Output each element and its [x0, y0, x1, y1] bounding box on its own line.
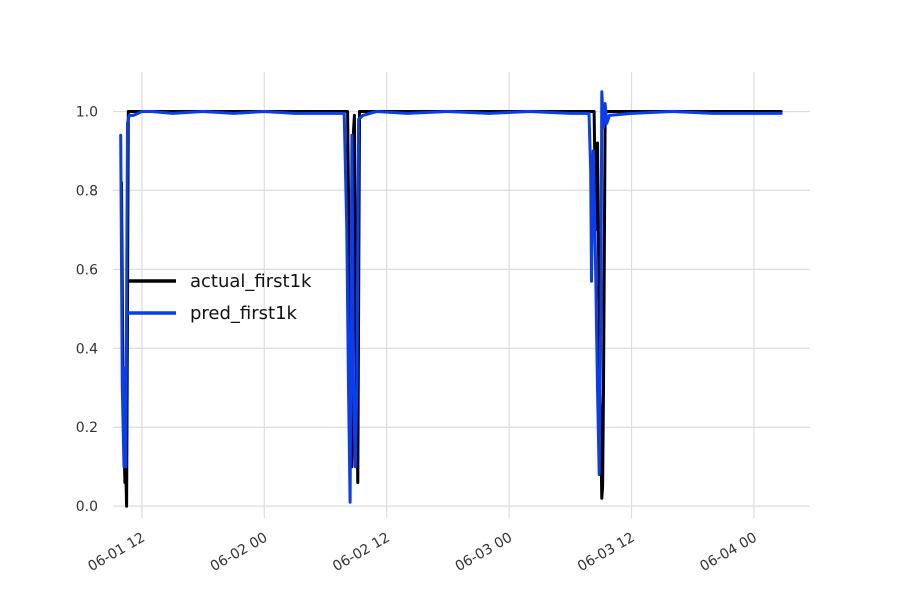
x-tick-label: 06-03 12 [575, 530, 638, 575]
y-tick-label: 0.2 [76, 420, 98, 436]
y-tick-label: 0.8 [76, 183, 98, 199]
series-lines [119, 90, 783, 508]
x-tick-label: 06-03 00 [453, 530, 516, 575]
y-tick-labels: 0.0 0.2 0.4 0.6 0.8 1.0 [76, 104, 98, 515]
y-tick-label: 0.0 [76, 499, 98, 515]
series-line-pred_first1k [119, 90, 783, 504]
x-tick-label: 06-01 12 [85, 530, 148, 575]
x-tick-label: 06-02 12 [330, 530, 393, 575]
x-tick-label: 06-02 00 [208, 530, 271, 575]
legend-label: actual_first1k [190, 271, 312, 292]
legend-label: pred_first1k [190, 303, 298, 324]
y-tick-label: 0.4 [76, 341, 98, 357]
grid-lines [113, 72, 810, 518]
y-tick-label: 0.6 [76, 262, 98, 278]
y-tick-label: 1.0 [76, 104, 98, 120]
legend: actual_first1k pred_first1k [128, 271, 312, 324]
x-tick-label: 06-04 00 [697, 530, 760, 575]
x-tick-labels: 06-01 12 06-02 00 06-02 12 06-03 00 06-03 12… [85, 530, 760, 575]
